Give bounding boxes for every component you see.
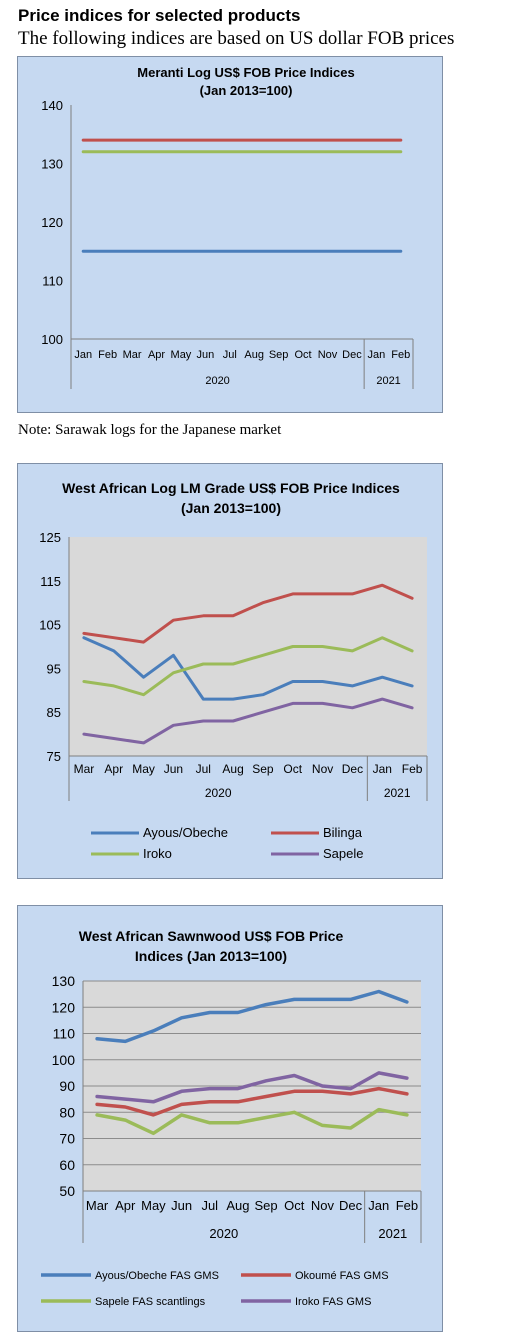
chart-title: West African Sawnwood US$ FOB Price <box>79 928 344 944</box>
chart-meranti-log: Meranti Log US$ FOB Price Indices (Jan 20… <box>17 56 443 413</box>
x-group-label: 2021 <box>378 1226 407 1241</box>
x-tick-label: Feb <box>391 349 410 361</box>
x-tick-label: May <box>171 349 192 361</box>
x-tick-label: Dec <box>339 1198 363 1213</box>
chart-subtitle: (Jan 2013=100) <box>200 83 293 98</box>
y-tick-label: 140 <box>41 98 63 113</box>
y-tick-label: 110 <box>42 274 63 289</box>
x-tick-label: Nov <box>312 762 333 776</box>
y-tick-label: 70 <box>59 1131 75 1147</box>
y-tick-label: 120 <box>52 999 76 1015</box>
y-tick-label: 75 <box>47 749 61 764</box>
plot-area <box>71 105 413 339</box>
chart-west-african-sawnwood: West African Sawnwood US$ FOB Price Indic… <box>17 905 443 1332</box>
chart-svg: West African Log LM Grade US$ FOB Price … <box>39 480 428 861</box>
y-tick-label: 50 <box>59 1183 75 1199</box>
legend-label: Iroko <box>143 846 172 861</box>
x-tick-label: Aug <box>244 349 264 361</box>
x-tick-label: Jul <box>223 349 237 361</box>
legend-label: Sapele FAS scantlings <box>95 1296 206 1308</box>
x-tick-label: Feb <box>402 762 423 776</box>
y-tick-label: 95 <box>47 661 61 676</box>
legend-label: Ayous/Obeche <box>143 825 228 840</box>
x-group-label: 2021 <box>384 786 411 800</box>
series-line-bilinga <box>82 583 414 644</box>
x-tick-label: Aug <box>226 1198 249 1213</box>
chart-svg: Meranti Log US$ FOB Price Indices (Jan 20… <box>41 65 414 389</box>
series-line-ayous-obeche-fas-gms <box>95 989 409 1044</box>
chart-note: Note: Sarawak logs for the Japanese mark… <box>18 422 282 438</box>
series-line-sapele <box>82 697 414 745</box>
x-group-label: 2020 <box>209 1226 238 1241</box>
x-tick-label: Mar <box>86 1198 109 1213</box>
x-tick-label: Nov <box>311 1198 335 1213</box>
page-subheading: The following indices are based on US do… <box>18 28 455 49</box>
x-tick-label: Apr <box>104 762 123 776</box>
x-tick-label: Sep <box>269 349 289 361</box>
x-tick-label: Dec <box>342 762 363 776</box>
x-tick-label: Jul <box>196 762 211 776</box>
y-tick-label: 130 <box>52 973 76 989</box>
x-tick-label: Oct <box>284 1198 305 1213</box>
y-tick-label: 125 <box>39 530 61 545</box>
x-tick-label: Jan <box>74 349 92 361</box>
x-tick-label: Apr <box>148 349 165 361</box>
series-line-iroko <box>82 636 414 697</box>
x-tick-label: Jan <box>368 1198 389 1213</box>
chart-west-african-log: West African Log LM Grade US$ FOB Price … <box>17 463 443 879</box>
x-tick-label: Oct <box>283 762 302 776</box>
y-tick-label: 90 <box>59 1078 75 1094</box>
x-tick-label: May <box>132 762 155 776</box>
x-tick-label: Jan <box>367 349 385 361</box>
y-tick-label: 110 <box>53 1026 76 1042</box>
x-group-label: 2020 <box>205 375 229 387</box>
x-tick-label: Apr <box>115 1198 136 1213</box>
series-line-sapele-fas-scantlings <box>95 1107 409 1136</box>
x-tick-label: Mar <box>74 762 95 776</box>
x-tick-label: Jun <box>171 1198 192 1213</box>
x-group-label: 2021 <box>376 375 400 387</box>
series-line-iroko-fas-gms <box>95 1071 409 1104</box>
legend-label: Bilinga <box>323 825 363 840</box>
chart-subtitle: Indices (Jan 2013=100) <box>135 948 287 964</box>
y-tick-label: 120 <box>41 215 63 230</box>
x-tick-label: Feb <box>396 1198 418 1213</box>
y-tick-label: 130 <box>41 157 63 172</box>
x-tick-label: Mar <box>123 349 142 361</box>
y-tick-label: 100 <box>41 332 63 347</box>
x-tick-label: Jun <box>164 762 183 776</box>
chart-subtitle: (Jan 2013=100) <box>181 500 281 516</box>
y-tick-label: 60 <box>59 1157 75 1173</box>
y-tick-label: 105 <box>39 618 61 633</box>
y-tick-label: 85 <box>47 705 61 720</box>
x-tick-label: Jun <box>196 349 214 361</box>
chart-svg: West African Sawnwood US$ FOB Price Indic… <box>41 928 422 1308</box>
x-tick-label: Dec <box>342 349 362 361</box>
x-tick-label: Aug <box>222 762 243 776</box>
y-tick-label: 80 <box>59 1104 75 1120</box>
x-tick-label: May <box>141 1198 166 1213</box>
legend-label: Iroko FAS GMS <box>295 1296 371 1308</box>
y-tick-label: 100 <box>52 1052 76 1068</box>
legend-label: Okoumé FAS GMS <box>295 1270 389 1282</box>
chart-title: West African Log LM Grade US$ FOB Price … <box>62 480 400 496</box>
x-tick-label: Nov <box>318 349 338 361</box>
x-tick-label: Oct <box>295 349 312 361</box>
x-tick-label: Sep <box>255 1198 278 1213</box>
x-group-label: 2020 <box>205 786 232 800</box>
plot-area <box>69 537 427 756</box>
page-heading: Price indices for selected products <box>18 6 301 25</box>
legend-label: Ayous/Obeche FAS GMS <box>95 1270 219 1282</box>
x-tick-label: Feb <box>98 349 117 361</box>
x-tick-label: Jul <box>201 1198 218 1213</box>
y-tick-label: 115 <box>40 574 61 589</box>
series-line-ayous-obeche <box>82 636 414 701</box>
chart-title: Meranti Log US$ FOB Price Indices <box>137 65 354 80</box>
legend-label: Sapele <box>323 846 363 861</box>
x-tick-label: Sep <box>252 762 274 776</box>
x-tick-label: Jan <box>373 762 392 776</box>
series-line-okoum-fas-gms <box>95 1086 409 1117</box>
